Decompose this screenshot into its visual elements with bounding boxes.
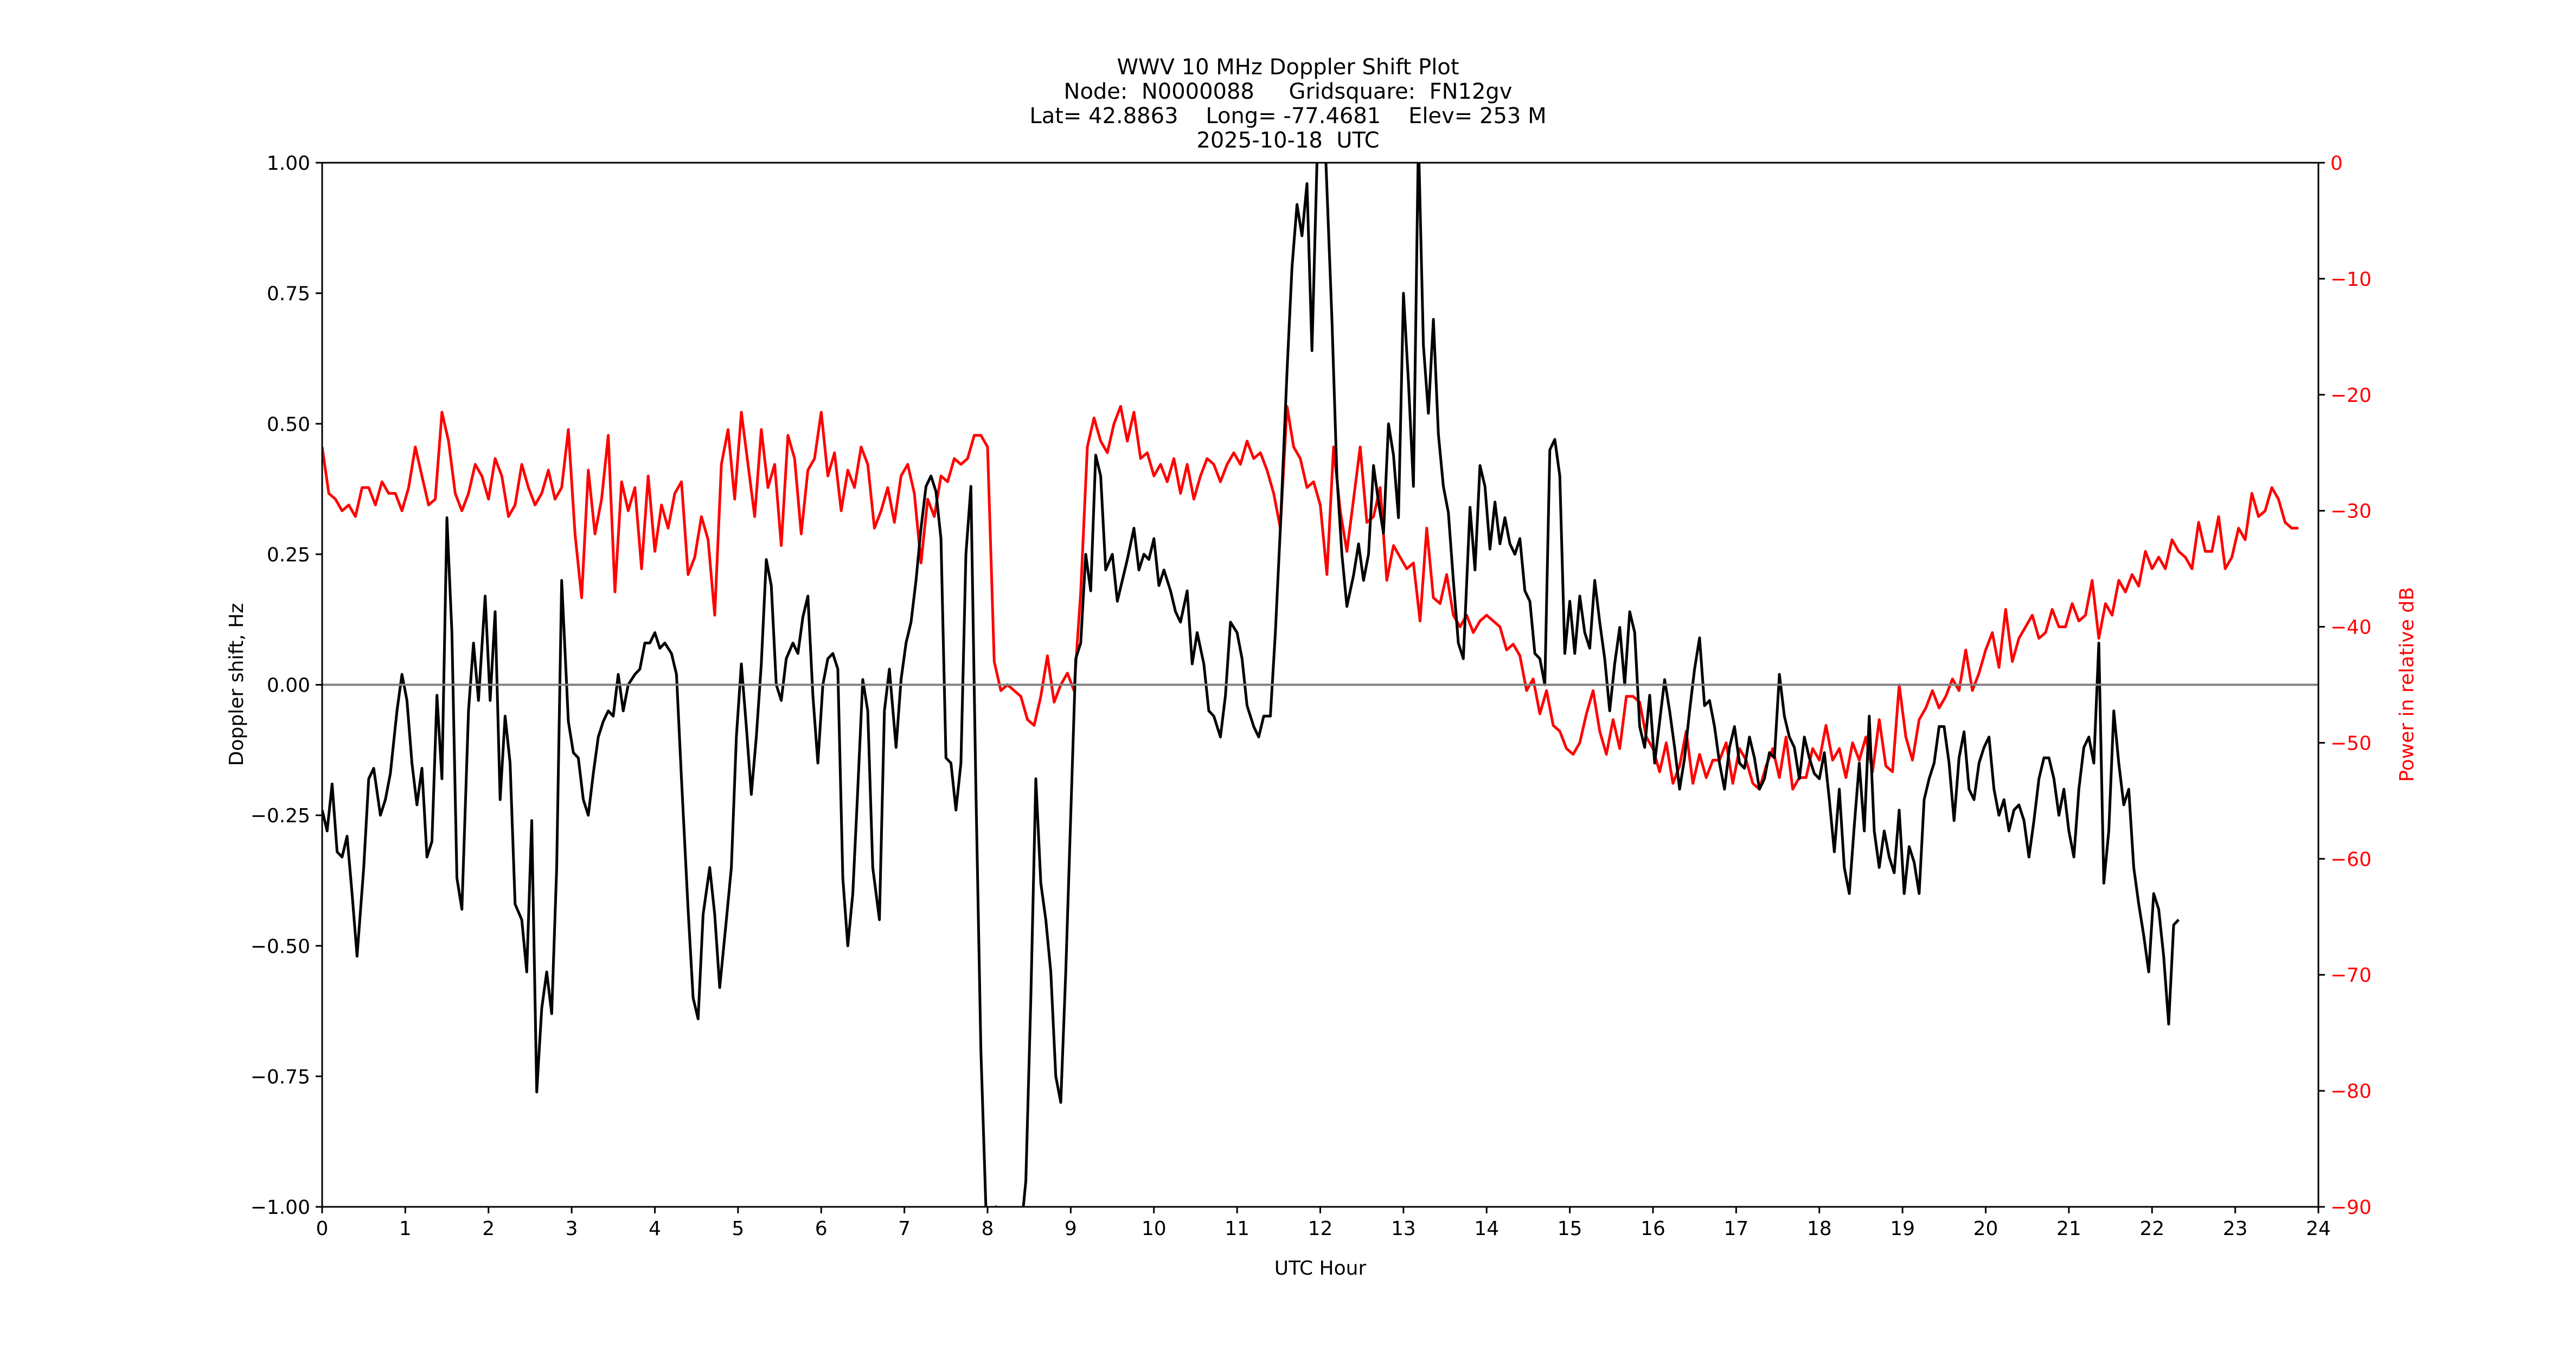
x-tick-label: 14 bbox=[1474, 1218, 1499, 1240]
y-left-tick-label: 1.00 bbox=[267, 152, 310, 175]
doppler-series-line bbox=[322, 163, 2180, 1207]
left-y-axis-label: Doppler shift, Hz bbox=[226, 603, 248, 766]
x-tick-label: 11 bbox=[1225, 1218, 1249, 1240]
x-tick-label: 20 bbox=[1973, 1218, 1998, 1240]
x-tick-label: 6 bbox=[815, 1218, 828, 1240]
x-tick-label: 21 bbox=[2056, 1218, 2081, 1240]
right-y-axis-ticks: 0 −10 −20 −30 −40 −50 −60 −70 −80 −90 bbox=[2318, 152, 2372, 1219]
x-axis-label: UTC Hour bbox=[1274, 1257, 1367, 1280]
x-tick-label: 8 bbox=[982, 1218, 994, 1240]
x-tick-label: 1 bbox=[399, 1218, 412, 1240]
y-right-tick-label: −10 bbox=[2330, 268, 2372, 291]
y-right-tick-label: −60 bbox=[2330, 848, 2372, 871]
y-left-tick-label: −0.25 bbox=[251, 805, 310, 827]
y-right-tick-label: 0 bbox=[2330, 152, 2343, 175]
x-tick-label: 22 bbox=[2139, 1218, 2164, 1240]
x-tick-label: 9 bbox=[1065, 1218, 1077, 1240]
chart-subtitle-location: Lat= 42.8863 Long= -77.4681 Elev= 253 M bbox=[1029, 104, 1547, 129]
y-left-tick-label: 0.75 bbox=[267, 283, 310, 305]
x-tick-label: 15 bbox=[1558, 1218, 1582, 1240]
y-left-tick-label: −0.75 bbox=[251, 1066, 310, 1088]
left-y-axis-ticks: 1.00 0.75 0.50 0.25 0.00 −0.25 −0.50 −0.75 −1.00 bbox=[251, 152, 322, 1219]
x-tick-label: 19 bbox=[1890, 1218, 1915, 1240]
chart-subtitle-node: Node: N0000088 Gridsquare: FN12gv bbox=[1063, 79, 1513, 104]
x-tick-label: 10 bbox=[1142, 1218, 1167, 1240]
x-tick-label: 4 bbox=[649, 1218, 661, 1240]
y-left-tick-label: 0.50 bbox=[267, 413, 310, 436]
y-right-tick-label: −90 bbox=[2330, 1197, 2372, 1219]
power-series-line bbox=[322, 405, 2299, 791]
x-tick-label: 12 bbox=[1308, 1218, 1333, 1240]
y-right-tick-label: −30 bbox=[2330, 501, 2372, 523]
x-tick-label: 17 bbox=[1723, 1218, 1748, 1240]
y-right-tick-label: −70 bbox=[2330, 964, 2372, 987]
y-right-tick-label: −80 bbox=[2330, 1080, 2372, 1103]
x-tick-label: 13 bbox=[1391, 1218, 1416, 1240]
right-y-axis-label: Power in relative dB bbox=[2396, 587, 2418, 782]
chart-title: WWV 10 MHz Doppler Shift Plot bbox=[1117, 55, 1459, 80]
x-tick-label: 18 bbox=[1807, 1218, 1832, 1240]
x-tick-label: 24 bbox=[2306, 1218, 2331, 1240]
x-tick-label: 7 bbox=[898, 1218, 911, 1240]
x-axis-ticks: 0 1 2 3 4 5 6 7 8 9 10 11 12 13 14 15 16 17 18 19 20 21 22 23 24 bbox=[316, 1207, 2331, 1240]
y-right-tick-label: −40 bbox=[2330, 617, 2372, 639]
x-tick-label: 16 bbox=[1641, 1218, 1665, 1240]
x-tick-label: 3 bbox=[566, 1218, 578, 1240]
y-left-tick-label: 0.00 bbox=[267, 675, 310, 697]
x-tick-label: 5 bbox=[732, 1218, 744, 1240]
y-left-tick-label: −0.50 bbox=[251, 936, 310, 958]
y-right-tick-label: −50 bbox=[2330, 732, 2372, 754]
y-left-tick-label: 0.25 bbox=[267, 544, 310, 566]
y-left-tick-label: −1.00 bbox=[251, 1197, 310, 1219]
x-tick-label: 23 bbox=[2223, 1218, 2248, 1240]
x-tick-label: 0 bbox=[316, 1218, 329, 1240]
x-tick-label: 2 bbox=[482, 1218, 495, 1240]
y-right-tick-label: −20 bbox=[2330, 385, 2372, 407]
chart-subtitle-date: 2025-10-18 UTC bbox=[1196, 128, 1380, 153]
